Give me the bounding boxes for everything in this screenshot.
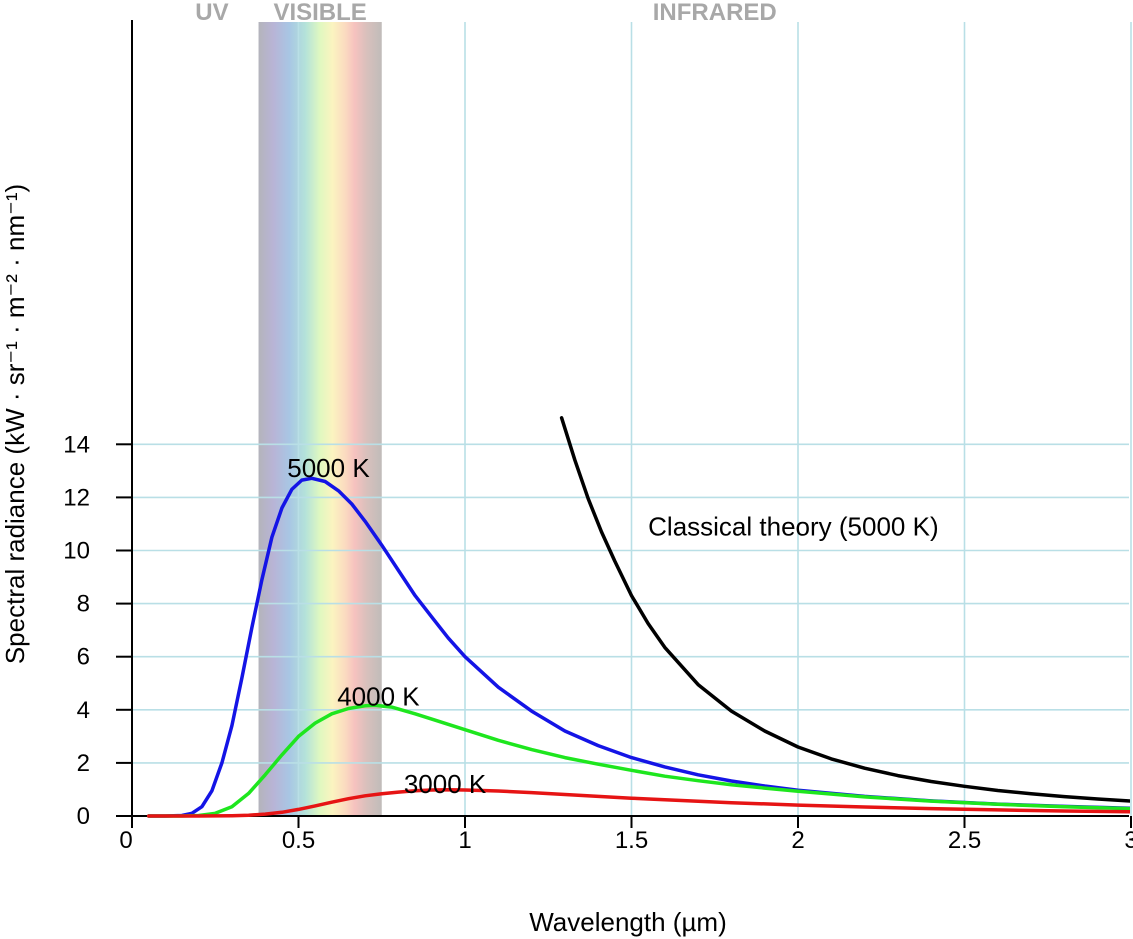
series-line-classical-theory-5000-k — [559, 416, 1130, 803]
visible-band-layer — [258, 22, 382, 816]
y-tick-label: 8 — [77, 591, 90, 618]
curve-annotation: 4000 K — [337, 682, 420, 712]
series-line-3000-k — [146, 787, 1130, 818]
axes: 0 0.5 1 1.5 2 2.5 3 0 2 4 6 8 10 12 14 Wavelength (µm) S… — [0, 20, 1133, 937]
grid-lines — [132, 22, 1132, 816]
curve-annotation: 5000 K — [287, 453, 370, 483]
y-tick-label: 4 — [77, 697, 90, 724]
series-line-4000-k — [146, 703, 1130, 818]
region-label-visible: VISIBLE — [273, 0, 366, 26]
x-tick-label: 1.5 — [615, 827, 648, 854]
y-tick-label: 0 — [77, 803, 90, 830]
visible-spectrum-band — [258, 22, 382, 816]
curve-annotation: 3000 K — [404, 769, 487, 799]
curve-annotation: Classical theory (5000 K) — [648, 512, 938, 542]
x-tick-label: 0.5 — [282, 827, 315, 854]
series-line-5000-k — [146, 476, 1130, 818]
x-tick-label: 1 — [458, 827, 471, 854]
region-label-infrared: INFRARED — [653, 0, 777, 26]
x-tick-label: 2 — [791, 827, 804, 854]
y-axis-title: Spectral radiance (kW · sr⁻¹ · m⁻² · nm⁻… — [0, 184, 30, 664]
y-tick-label: 6 — [77, 644, 90, 671]
x-tick-label: 3 — [1124, 827, 1133, 854]
x-tick-label: 0 — [119, 827, 132, 854]
region-label-uv: UV — [195, 0, 228, 26]
chart-labels: UV VISIBLE INFRARED 5000 K 4000 K 3000 K Class… — [195, 0, 938, 799]
y-tick-label: 2 — [77, 750, 90, 777]
x-axis-title: Wavelength (µm) — [529, 907, 727, 937]
x-tick-label: 2.5 — [948, 827, 981, 854]
y-tick-label: 14 — [63, 431, 90, 458]
y-tick-label: 10 — [63, 538, 90, 565]
data-series — [146, 416, 1130, 818]
y-tick-label: 12 — [63, 484, 90, 511]
